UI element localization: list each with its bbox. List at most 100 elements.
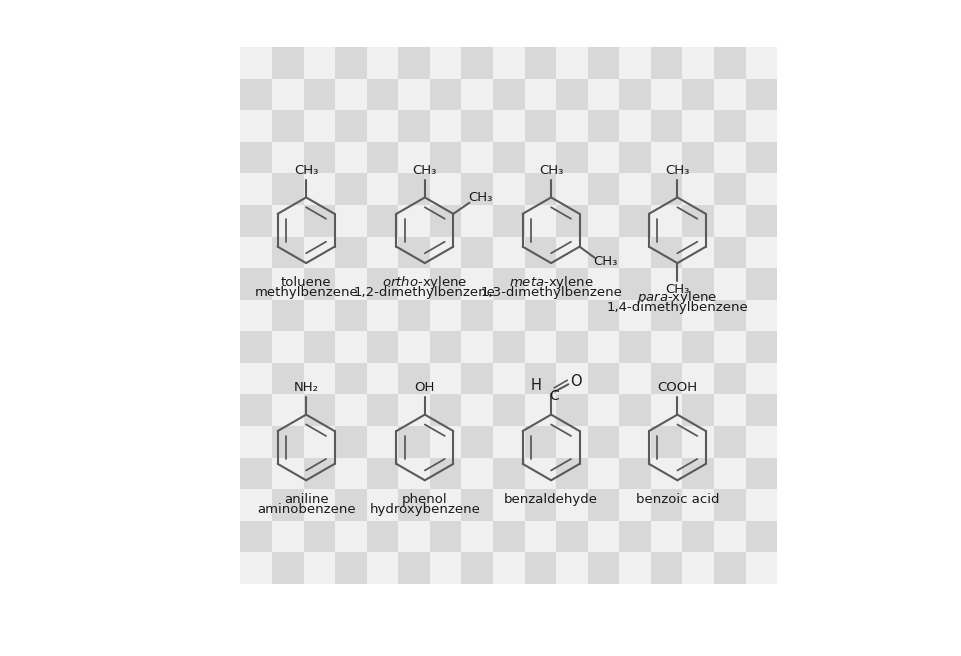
Bar xyxy=(334,173,366,205)
Bar xyxy=(651,300,681,331)
Bar xyxy=(492,489,524,521)
Bar xyxy=(240,521,272,552)
Bar xyxy=(745,205,776,237)
Bar xyxy=(587,205,619,237)
Bar xyxy=(461,489,493,521)
Bar xyxy=(651,426,681,458)
Bar xyxy=(681,489,713,521)
Bar xyxy=(304,142,334,173)
Bar xyxy=(587,489,619,521)
Bar xyxy=(366,237,398,268)
Text: OH: OH xyxy=(414,381,434,394)
Bar xyxy=(272,521,304,552)
Bar xyxy=(713,268,745,300)
Bar xyxy=(461,363,493,394)
Bar xyxy=(681,173,713,205)
Bar xyxy=(745,47,776,79)
Bar xyxy=(334,142,366,173)
Bar xyxy=(240,142,272,173)
Bar xyxy=(240,79,272,110)
Bar xyxy=(304,300,334,331)
Text: CH₃: CH₃ xyxy=(412,164,436,177)
Bar xyxy=(555,521,587,552)
Bar xyxy=(681,363,713,394)
Bar xyxy=(398,173,430,205)
Bar xyxy=(745,426,776,458)
Bar xyxy=(651,142,681,173)
Bar xyxy=(651,458,681,489)
Bar xyxy=(587,394,619,426)
Bar xyxy=(713,458,745,489)
Bar xyxy=(587,521,619,552)
Bar xyxy=(304,205,334,237)
Bar xyxy=(492,47,524,79)
Bar xyxy=(587,142,619,173)
Bar xyxy=(619,47,651,79)
Bar xyxy=(681,458,713,489)
Bar xyxy=(745,268,776,300)
Bar xyxy=(587,458,619,489)
Bar xyxy=(398,205,430,237)
Bar xyxy=(555,237,587,268)
Bar xyxy=(713,110,745,142)
Bar xyxy=(461,426,493,458)
Bar xyxy=(398,363,430,394)
Text: 1,3-dimethylbenzene: 1,3-dimethylbenzene xyxy=(480,286,622,299)
Bar xyxy=(492,205,524,237)
Bar xyxy=(430,110,461,142)
Text: CH₃: CH₃ xyxy=(294,164,318,177)
Bar xyxy=(555,489,587,521)
Bar xyxy=(555,363,587,394)
Bar xyxy=(272,552,304,584)
Bar xyxy=(430,394,461,426)
Bar xyxy=(587,47,619,79)
Bar xyxy=(272,173,304,205)
Bar xyxy=(461,79,493,110)
Bar xyxy=(430,205,461,237)
Bar xyxy=(240,110,272,142)
Bar xyxy=(366,110,398,142)
Bar xyxy=(681,426,713,458)
Bar xyxy=(240,458,272,489)
Bar xyxy=(334,394,366,426)
Text: CH₃: CH₃ xyxy=(664,164,689,177)
Bar xyxy=(524,521,555,552)
Bar xyxy=(334,489,366,521)
Bar xyxy=(272,268,304,300)
Bar xyxy=(555,205,587,237)
Bar xyxy=(524,142,555,173)
Bar xyxy=(304,268,334,300)
Bar xyxy=(398,47,430,79)
Bar xyxy=(366,142,398,173)
Bar xyxy=(430,363,461,394)
Bar xyxy=(430,142,461,173)
Bar xyxy=(651,521,681,552)
Bar xyxy=(430,300,461,331)
Bar xyxy=(713,331,745,363)
Bar xyxy=(272,426,304,458)
Bar xyxy=(366,205,398,237)
Text: toluene: toluene xyxy=(281,276,332,289)
Bar xyxy=(745,394,776,426)
Bar xyxy=(555,47,587,79)
Bar xyxy=(304,331,334,363)
Bar xyxy=(713,489,745,521)
Bar xyxy=(461,237,493,268)
Bar xyxy=(492,363,524,394)
Bar xyxy=(240,47,272,79)
Text: 1,4-dimethylbenzene: 1,4-dimethylbenzene xyxy=(605,301,748,314)
Bar xyxy=(681,394,713,426)
Bar xyxy=(745,489,776,521)
Bar xyxy=(713,426,745,458)
Bar xyxy=(304,394,334,426)
Bar xyxy=(619,458,651,489)
Bar xyxy=(619,268,651,300)
Bar xyxy=(681,331,713,363)
Bar xyxy=(524,458,555,489)
Bar xyxy=(619,489,651,521)
Bar xyxy=(240,237,272,268)
Bar xyxy=(492,79,524,110)
Bar xyxy=(745,237,776,268)
Bar xyxy=(524,47,555,79)
Bar xyxy=(461,173,493,205)
